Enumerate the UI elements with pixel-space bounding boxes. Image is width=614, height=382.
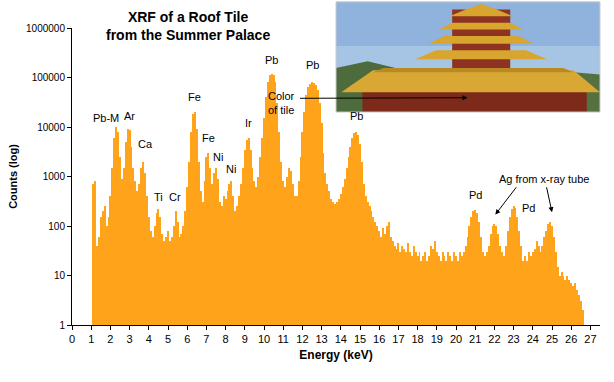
svg-text:19: 19 bbox=[431, 333, 443, 345]
svg-text:16: 16 bbox=[373, 333, 385, 345]
svg-text:Pb: Pb bbox=[350, 110, 363, 122]
svg-text:1: 1 bbox=[59, 320, 65, 331]
svg-text:Ca: Ca bbox=[138, 138, 153, 150]
svg-text:20: 20 bbox=[450, 333, 462, 345]
svg-text:14: 14 bbox=[335, 333, 347, 345]
svg-text:22: 22 bbox=[488, 333, 500, 345]
svg-text:XRF of a Roof Tilefrom the Sum: XRF of a Roof Tilefrom the Summer Palace bbox=[106, 9, 270, 43]
svg-text:1000: 1000 bbox=[43, 171, 66, 182]
svg-text:26: 26 bbox=[565, 333, 577, 345]
svg-text:24: 24 bbox=[527, 333, 539, 345]
svg-text:3: 3 bbox=[127, 333, 133, 345]
svg-text:Ni: Ni bbox=[213, 151, 223, 163]
svg-text:Pb: Pb bbox=[265, 54, 278, 66]
svg-text:100: 100 bbox=[48, 221, 65, 232]
svg-text:23: 23 bbox=[507, 333, 519, 345]
svg-text:8: 8 bbox=[223, 333, 229, 345]
svg-text:Pd: Pd bbox=[522, 202, 535, 214]
svg-text:Pd: Pd bbox=[469, 189, 482, 201]
svg-text:25: 25 bbox=[546, 333, 558, 345]
svg-text:Energy (keV): Energy (keV) bbox=[299, 348, 372, 362]
svg-text:10: 10 bbox=[258, 333, 270, 345]
svg-text:Ir: Ir bbox=[245, 117, 252, 129]
svg-text:Ag from x-ray tube: Ag from x-ray tube bbox=[499, 173, 589, 185]
svg-text:12: 12 bbox=[296, 333, 308, 345]
svg-text:27: 27 bbox=[584, 333, 596, 345]
svg-text:1000000: 1000000 bbox=[26, 23, 65, 34]
svg-text:0: 0 bbox=[69, 333, 75, 345]
svg-text:Fe: Fe bbox=[188, 91, 201, 103]
svg-text:7: 7 bbox=[203, 333, 209, 345]
svg-text:13: 13 bbox=[315, 333, 327, 345]
svg-text:Pb-M: Pb-M bbox=[93, 112, 119, 124]
svg-text:18: 18 bbox=[411, 333, 423, 345]
svg-text:11: 11 bbox=[277, 333, 288, 345]
svg-text:9: 9 bbox=[242, 333, 248, 345]
svg-text:5: 5 bbox=[165, 333, 171, 345]
svg-text:17: 17 bbox=[392, 333, 404, 345]
svg-text:Pb: Pb bbox=[306, 59, 319, 71]
svg-text:Ti: Ti bbox=[154, 191, 163, 203]
svg-text:Colorof tile: Colorof tile bbox=[268, 90, 295, 116]
svg-text:21: 21 bbox=[469, 333, 481, 345]
svg-text:2: 2 bbox=[107, 333, 113, 345]
svg-text:Ni: Ni bbox=[226, 163, 236, 175]
svg-text:10: 10 bbox=[54, 270, 66, 281]
svg-text:Counts (log): Counts (log) bbox=[7, 144, 19, 209]
svg-text:Fe: Fe bbox=[202, 132, 215, 144]
svg-text:4: 4 bbox=[146, 333, 152, 345]
svg-text:1: 1 bbox=[88, 333, 94, 345]
svg-text:6: 6 bbox=[184, 333, 190, 345]
svg-text:Cr: Cr bbox=[169, 191, 181, 203]
svg-text:Ar: Ar bbox=[124, 110, 135, 122]
svg-text:10000: 10000 bbox=[37, 122, 65, 133]
svg-text:100000: 100000 bbox=[32, 72, 66, 83]
svg-text:15: 15 bbox=[354, 333, 366, 345]
